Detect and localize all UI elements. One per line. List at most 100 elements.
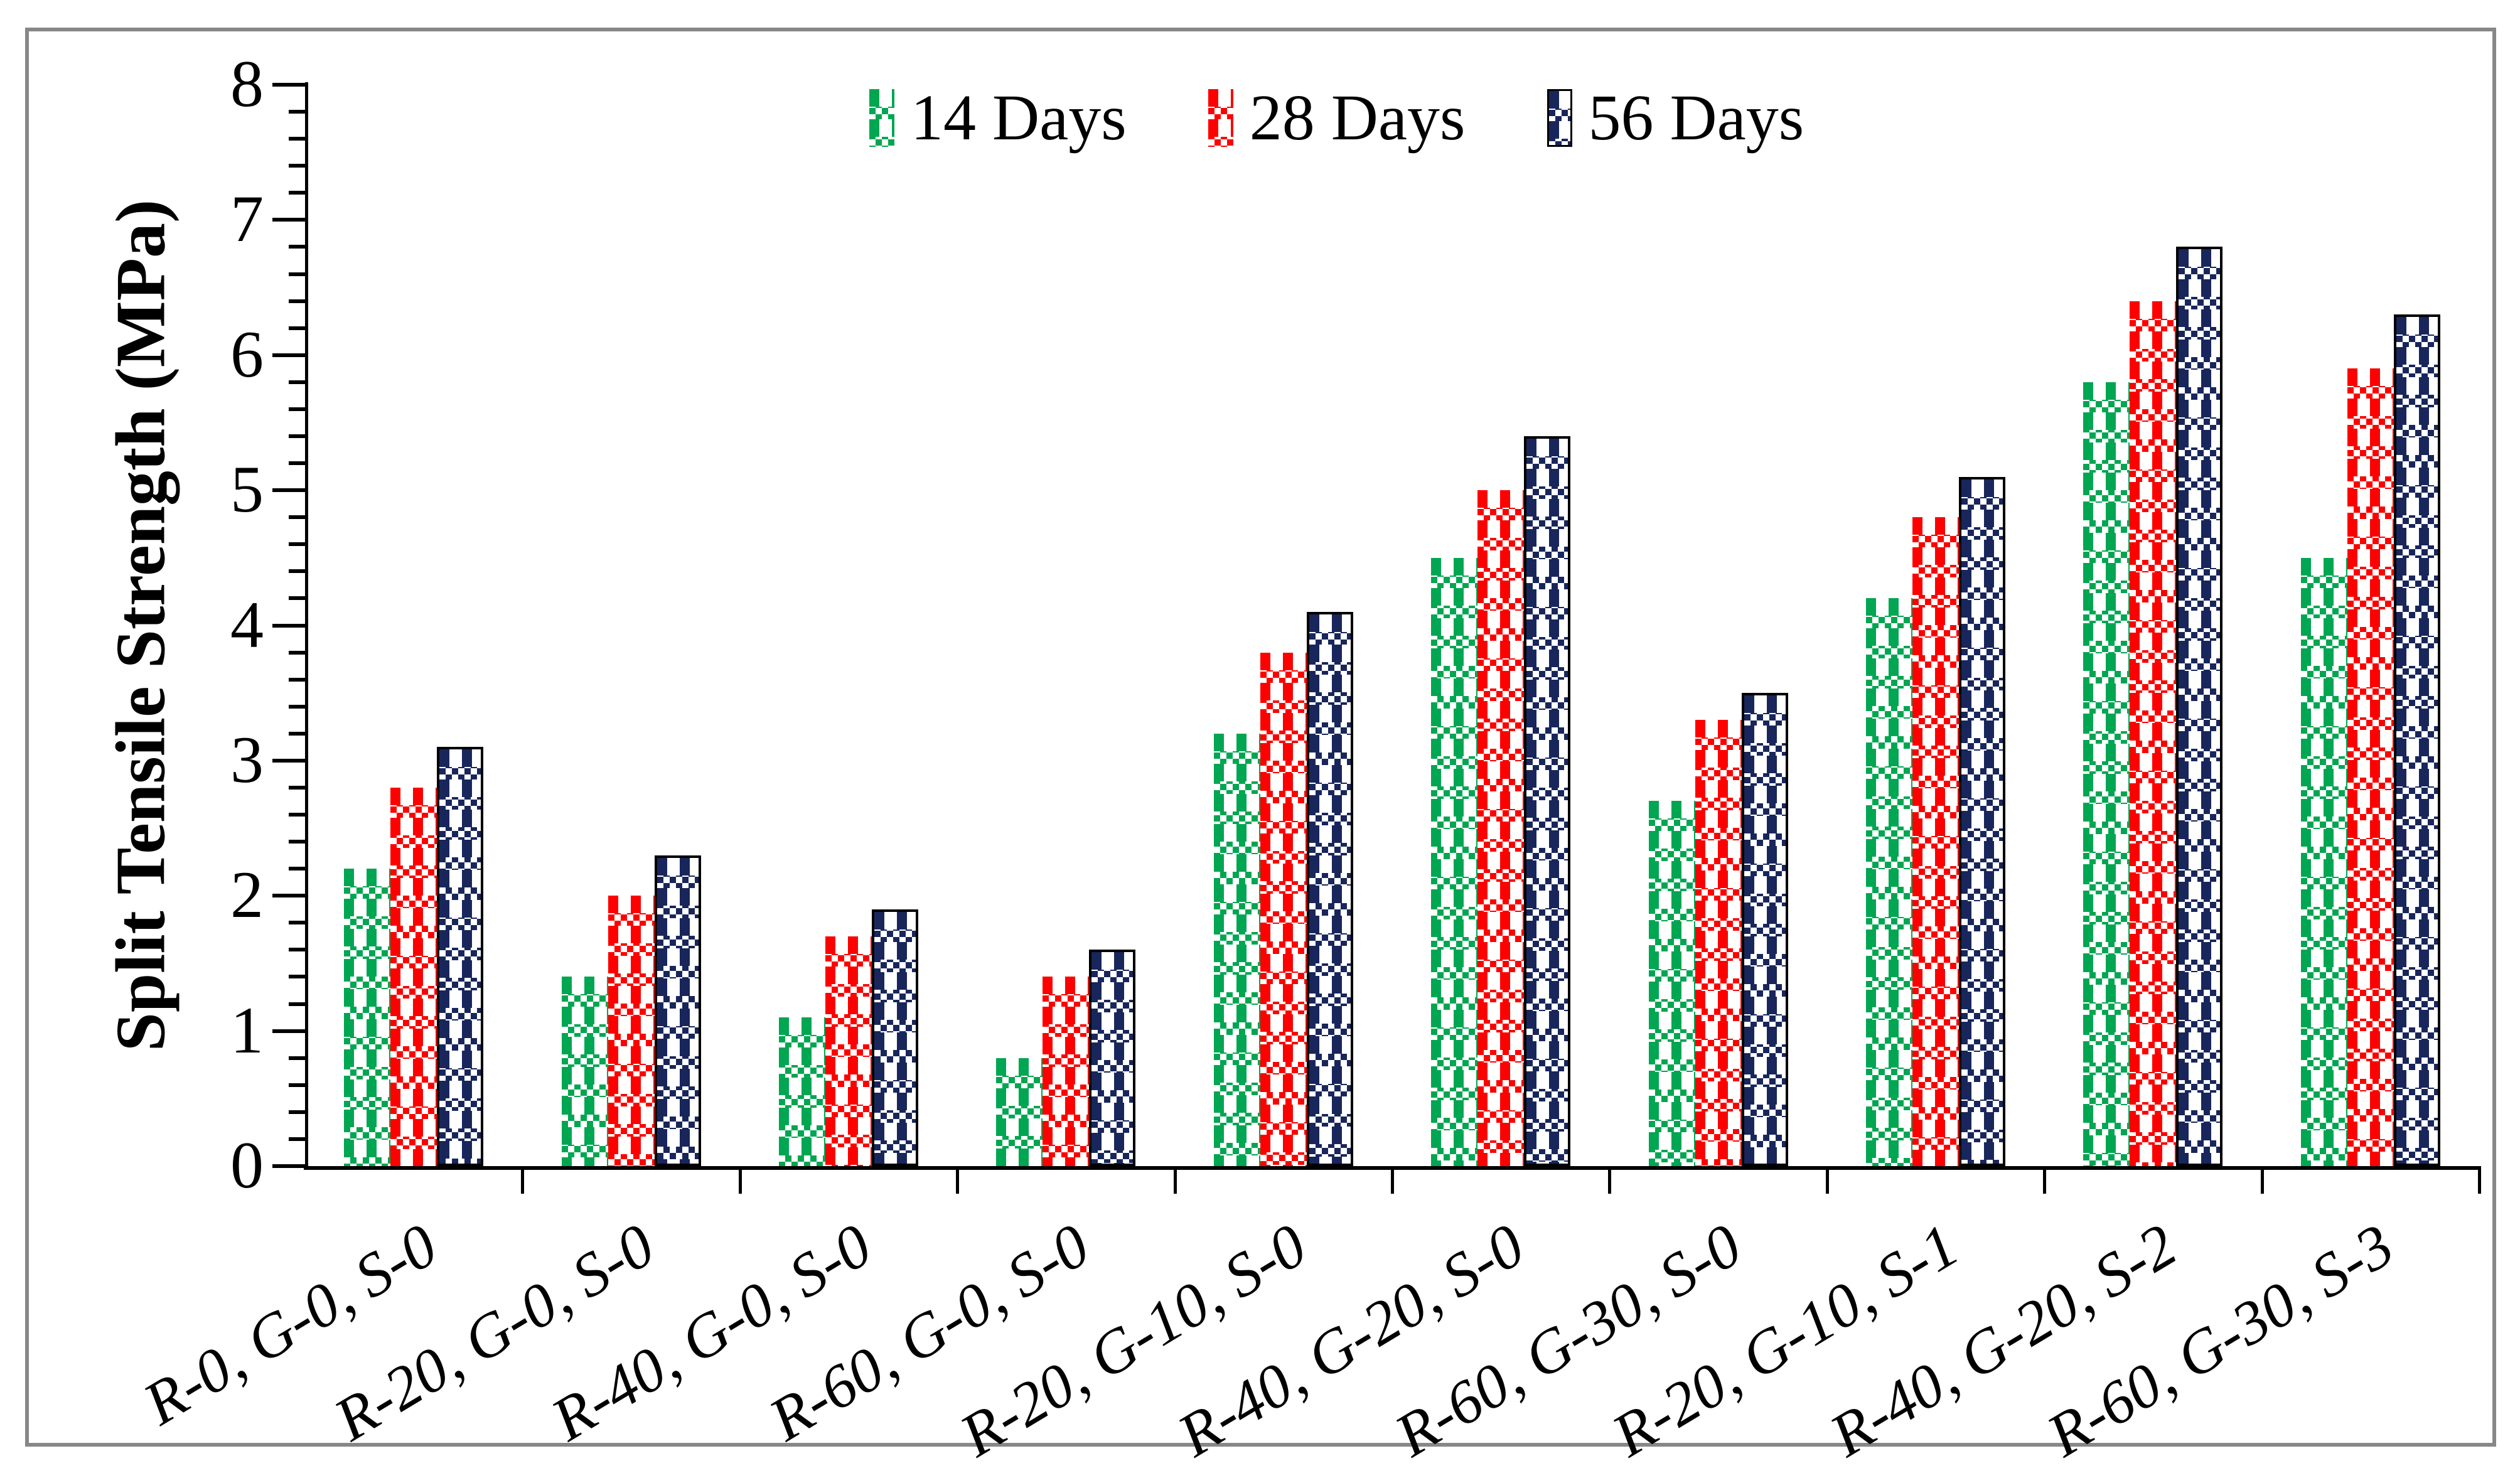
y-minor-tick [289, 326, 305, 330]
bar-56days-r-60-g-0-s-0 [1089, 950, 1136, 1166]
bar-56days-r-60-g-30-s-3 [2393, 314, 2440, 1166]
bar-28days-r-20-g-10-s-0 [1260, 652, 1307, 1166]
x-boundary-tick [1173, 1166, 1177, 1194]
x-boundary-tick [2260, 1166, 2264, 1194]
y-minor-tick [289, 813, 305, 817]
y-minor-tick [289, 704, 305, 709]
y-tick-label: 5 [230, 453, 264, 527]
x-boundary-tick [521, 1166, 525, 1194]
y-major-tick [272, 1164, 305, 1168]
y-minor-tick [289, 975, 305, 979]
bar-28days-r-60-g-0-s-0 [1043, 977, 1090, 1166]
legend-label: 14 Days [911, 82, 1127, 154]
x-boundary-tick [1825, 1166, 1829, 1194]
y-minor-tick [289, 164, 305, 168]
bar-14days-r-20-g-10-s-1 [1866, 598, 1912, 1166]
y-minor-tick [289, 272, 305, 276]
y-minor-tick [289, 731, 305, 736]
y-minor-tick [289, 677, 305, 682]
bar-14days-r-20-g-10-s-0 [1213, 733, 1260, 1166]
legend-label: 56 Days [1588, 82, 1804, 154]
y-tick-label: 7 [230, 182, 264, 256]
y-minor-tick [289, 650, 305, 655]
bar-14days-r-40-g-0-s-0 [779, 1017, 825, 1166]
y-minor-tick [289, 245, 305, 249]
y-minor-tick [289, 380, 305, 384]
x-boundary-tick [1608, 1166, 1612, 1194]
bar-56days-r-40-g-20-s-2 [2176, 247, 2223, 1166]
x-boundary-tick [2478, 1166, 2481, 1194]
y-major-tick [272, 894, 305, 898]
y-minor-tick [289, 407, 305, 411]
y-minor-tick [289, 191, 305, 195]
bar-56days-r-40-g-0-s-0 [872, 909, 918, 1166]
bar-28days-r-40-g-20-s-0 [1477, 490, 1525, 1166]
y-tick-label: 0 [230, 1128, 264, 1202]
bar-14days-r-20-g-0-s-0 [561, 977, 608, 1166]
bar-28days-r-60-g-30-s-3 [2347, 368, 2394, 1166]
y-minor-tick [289, 785, 305, 790]
bar-28days-r-40-g-0-s-0 [825, 936, 872, 1166]
bar-56days-r-20-g-10-s-1 [1959, 476, 2005, 1166]
x-boundary-tick [2043, 1166, 2047, 1194]
y-minor-tick [289, 434, 305, 438]
y-tick-label: 3 [230, 722, 264, 796]
bar-28days-r-20-g-0-s-0 [608, 896, 655, 1166]
bar-56days-r-0-g-0-s-0 [437, 747, 484, 1166]
legend-label: 28 Days [1249, 82, 1466, 154]
figure-border [25, 28, 2496, 1447]
y-minor-tick [289, 461, 305, 466]
y-minor-tick [289, 110, 305, 114]
y-major-tick [272, 488, 305, 493]
y-major-tick [272, 353, 305, 357]
legend-item-56-days: 56 Days [1547, 80, 1804, 155]
x-boundary-tick [956, 1166, 960, 1194]
legend-item-28-days: 28 Days [1208, 80, 1466, 155]
y-axis-line [305, 82, 308, 1169]
bar-56days-r-20-g-10-s-0 [1306, 611, 1353, 1166]
y-minor-tick [289, 840, 305, 844]
bar-28days-r-20-g-10-s-1 [1912, 517, 1959, 1166]
bar-14days-r-40-g-20-s-0 [1431, 557, 1478, 1166]
y-minor-tick [289, 515, 305, 520]
y-minor-tick [289, 948, 305, 952]
y-minor-tick [289, 1083, 305, 1087]
y-tick-label: 8 [230, 47, 264, 121]
y-tick-label: 2 [230, 858, 264, 932]
y-minor-tick [289, 1110, 305, 1114]
y-major-tick [272, 1029, 305, 1033]
legend-swatch-icon [1547, 88, 1572, 147]
x-boundary-tick [738, 1166, 742, 1194]
legend-item-14-days: 14 Days [869, 80, 1127, 155]
y-tick-label: 4 [230, 587, 264, 662]
y-minor-tick [289, 542, 305, 547]
legend: 14 Days 28 Days 56 Days [869, 80, 1804, 155]
y-minor-tick [289, 596, 305, 601]
y-major-tick [272, 218, 305, 222]
y-tick-label: 1 [230, 993, 264, 1067]
bar-28days-r-40-g-20-s-2 [2130, 301, 2177, 1166]
bar-28days-r-0-g-0-s-0 [390, 787, 437, 1166]
y-minor-tick [289, 1002, 305, 1006]
legend-swatch-icon [869, 88, 894, 147]
bar-56days-r-40-g-20-s-0 [1524, 436, 1571, 1166]
y-minor-tick [289, 867, 305, 871]
y-minor-tick [289, 1056, 305, 1060]
y-minor-tick [289, 137, 305, 141]
bar-14days-r-60-g-30-s-3 [2300, 557, 2347, 1166]
y-minor-tick [289, 921, 305, 925]
bar-14days-r-60-g-0-s-0 [996, 1058, 1043, 1166]
bar-56days-r-60-g-30-s-0 [1741, 693, 1788, 1166]
bar-14days-r-60-g-30-s-0 [1648, 801, 1695, 1166]
y-major-tick [272, 623, 305, 628]
y-major-tick [272, 758, 305, 763]
legend-swatch-icon [1208, 88, 1233, 147]
bar-28days-r-60-g-30-s-0 [1695, 720, 1742, 1166]
bar-14days-r-0-g-0-s-0 [344, 869, 391, 1166]
y-minor-tick [289, 1137, 305, 1141]
bar-56days-r-20-g-0-s-0 [654, 855, 701, 1166]
y-major-tick [272, 83, 305, 87]
y-tick-label: 6 [230, 317, 264, 391]
y-minor-tick [289, 569, 305, 574]
